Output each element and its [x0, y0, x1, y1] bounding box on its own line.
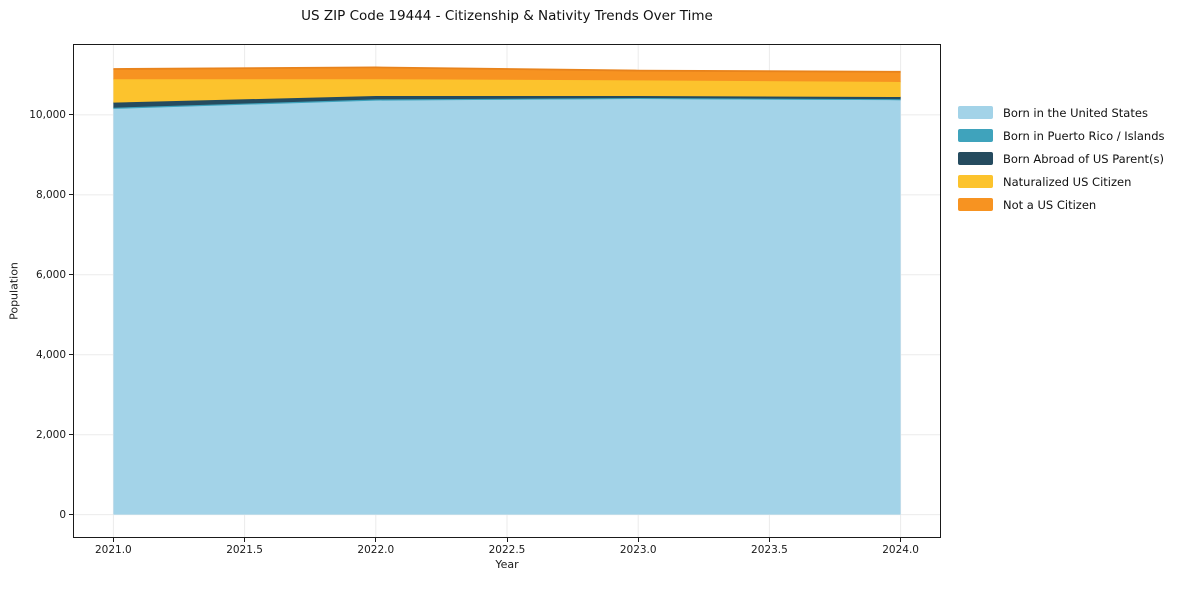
- y-tick-label: 8,000: [35, 188, 66, 201]
- x-tick-label: 2022.0: [357, 544, 395, 556]
- plot-area: [73, 44, 941, 538]
- x-tick-mark: [506, 538, 508, 542]
- legend-item: Naturalized US Citizen: [958, 174, 1165, 189]
- x-tick-label: 2023.5: [751, 544, 788, 556]
- legend-swatch-born-in-puerto-rico: [958, 129, 993, 142]
- x-tick-label: 2021.5: [226, 544, 263, 556]
- y-tick-mark: [69, 114, 73, 116]
- x-tick-mark: [768, 538, 770, 542]
- legend-label: Not a US Citizen: [1003, 197, 1097, 212]
- x-tick-mark: [900, 538, 902, 542]
- x-axis-label: Year: [495, 558, 519, 571]
- x-tick-label: 2022.5: [488, 544, 526, 556]
- x-tick-mark: [375, 538, 377, 542]
- y-tick-mark: [69, 514, 73, 516]
- y-tick-mark: [69, 194, 73, 196]
- y-tick-label: 0: [59, 508, 66, 521]
- x-tick-label: 2021.0: [94, 544, 132, 556]
- legend-swatch-born-abroad: [958, 152, 993, 165]
- y-tick-mark: [69, 354, 73, 356]
- chart-title: US ZIP Code 19444 - Citizenship & Nativi…: [301, 8, 713, 24]
- legend-label: Naturalized US Citizen: [1003, 174, 1132, 189]
- y-tick-label: 6,000: [35, 268, 66, 281]
- legend-item: Born in Puerto Rico / Islands: [958, 128, 1165, 143]
- y-tick-label: 4,000: [35, 348, 66, 361]
- legend-swatch-not-citizen: [958, 198, 993, 211]
- legend-label: Born in Puerto Rico / Islands: [1003, 128, 1165, 143]
- legend-item: Born in the United States: [958, 105, 1165, 120]
- legend-swatch-born-in-us: [958, 106, 993, 119]
- x-tick-label: 2024.0: [882, 544, 919, 556]
- legend: Born in the United States Born in Puerto…: [958, 106, 1165, 221]
- x-tick-mark: [244, 538, 246, 542]
- y-tick-label: 10,000: [29, 108, 66, 121]
- legend-label: Born Abroad of US Parent(s): [1003, 151, 1164, 166]
- legend-item: Born Abroad of US Parent(s): [958, 151, 1165, 166]
- legend-item: Not a US Citizen: [958, 197, 1165, 212]
- legend-label: Born in the United States: [1003, 105, 1148, 120]
- x-tick-mark: [637, 538, 639, 542]
- y-tick-mark: [69, 274, 73, 276]
- y-tick-label: 2,000: [35, 428, 66, 441]
- x-tick-mark: [112, 538, 114, 542]
- legend-swatch-naturalized: [958, 175, 993, 188]
- stacked-area-chart: [74, 45, 940, 537]
- x-tick-label: 2023.0: [619, 544, 657, 556]
- y-tick-mark: [69, 434, 73, 436]
